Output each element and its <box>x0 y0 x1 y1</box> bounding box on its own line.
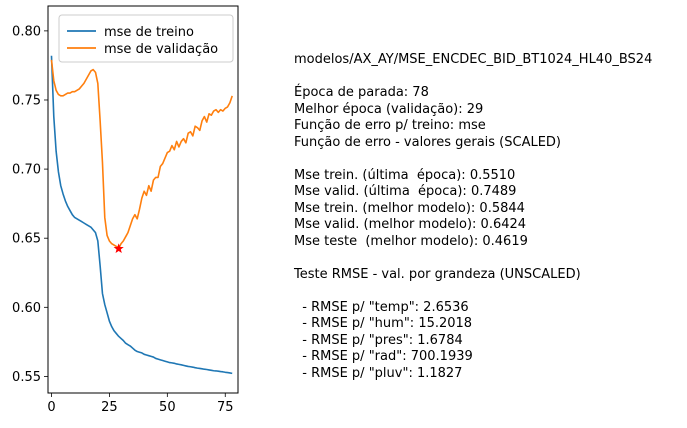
legend-label-validacao: mse de validação <box>104 42 218 57</box>
report-line: Melhor época (validação): 29 <box>294 101 484 117</box>
best-epoch-marker <box>113 243 124 254</box>
x-tick-label: 50 <box>159 400 176 415</box>
plot-frame <box>47 5 239 394</box>
report-line <box>294 250 652 267</box>
report-line: Função de erro - valores gerais (SCALED) <box>294 134 562 150</box>
report-line: Teste RMSE - val. por grandeza (UNSCALED… <box>294 266 581 282</box>
chart: 0 25 50 75 0.55 0.60 0.65 0.70 0.75 0.80 mse de t… <box>12 5 239 415</box>
y-tick-label: 0.60 <box>12 301 41 316</box>
report-line: - RMSE p/ "rad": 700.1939 <box>294 349 473 364</box>
y-tick-label: 0.70 <box>12 163 41 178</box>
report-line: Mse valid. (última época): 0.7489 <box>294 184 517 199</box>
report-line: - RMSE p/ "hum": 15.2018 <box>294 316 473 331</box>
report-line: Época de parada: 78 <box>294 85 429 100</box>
legend-label-treino: mse de treino <box>104 25 194 40</box>
report-line: - RMSE p/ "temp": 2.6536 <box>294 299 469 315</box>
report-line <box>294 151 652 168</box>
legend-box <box>58 14 234 63</box>
report-line: - RMSE p/ "pres": 1.6784 <box>294 332 463 348</box>
report-line: Mse teste (melhor modelo): 0.4619 <box>294 233 528 249</box>
report-line: - RMSE p/ "pluv": 1.1827 <box>294 365 463 381</box>
training-report: modelos/AX_AY/MSE_ENCDEC_BID_BT1024_HL40… <box>294 52 652 382</box>
x-tick-label: 25 <box>101 400 118 415</box>
y-tick-label: 0.65 <box>12 232 41 247</box>
report-line: Mse trein. (última época): 0.5510 <box>294 167 516 183</box>
report-line <box>294 69 652 86</box>
series-line-0 <box>50 55 233 375</box>
y-tick-label: 0.80 <box>12 24 41 39</box>
report-line: Função de erro p/ treino: mse <box>294 118 486 133</box>
legend: mse de treino mse de validação <box>58 14 234 63</box>
report-line: modelos/AX_AY/MSE_ENCDEC_BID_BT1024_HL40… <box>294 52 653 67</box>
report-line: Mse valid. (melhor modelo): 0.6424 <box>294 217 527 232</box>
series-line-1 <box>50 59 233 250</box>
report-line <box>294 283 652 300</box>
y-tick-label: 0.75 <box>12 93 41 108</box>
report-line: Mse trein. (melhor modelo): 0.5844 <box>294 200 525 216</box>
x-tick-label: 75 <box>217 400 234 415</box>
x-tick-label: 0 <box>47 400 55 415</box>
y-tick-label: 0.55 <box>12 370 41 385</box>
